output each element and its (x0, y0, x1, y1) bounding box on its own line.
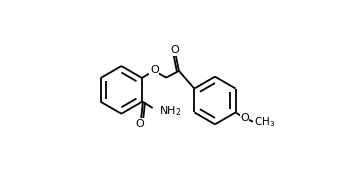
Text: O: O (171, 45, 179, 55)
Text: NH$_2$: NH$_2$ (159, 104, 181, 117)
Text: CH$_3$: CH$_3$ (254, 115, 275, 129)
Text: O: O (150, 65, 159, 75)
Text: O: O (240, 113, 249, 123)
Text: O: O (136, 119, 145, 129)
